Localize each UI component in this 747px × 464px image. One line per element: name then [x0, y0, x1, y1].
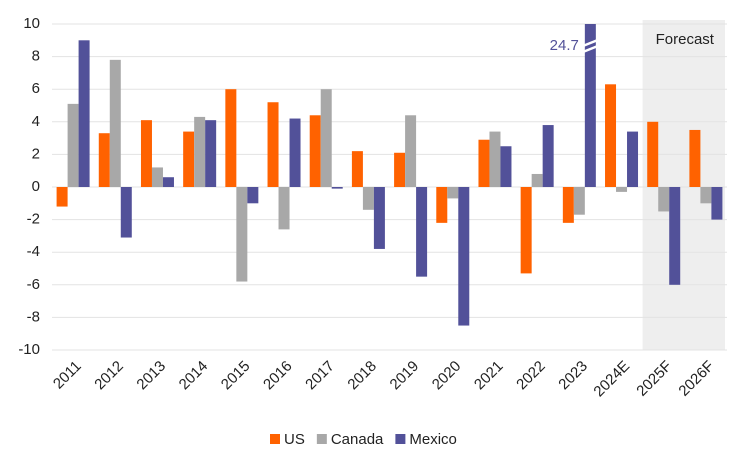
x-tick-label: 2022: [513, 358, 549, 394]
bar: [658, 187, 670, 212]
bar: [151, 167, 163, 187]
bar: [98, 133, 110, 187]
x-tick-label: 2024E: [590, 358, 633, 401]
bar: [56, 187, 68, 207]
x-tick-label: 2017: [302, 358, 338, 394]
value-label: 24.7: [550, 37, 579, 54]
bar: [109, 59, 121, 187]
x-tick-label: 2019: [387, 358, 423, 394]
y-tick-label: 0: [32, 178, 40, 195]
break-mark: [582, 38, 599, 54]
bar: [331, 187, 343, 189]
y-tick-label: 6: [32, 80, 40, 97]
bar: [78, 40, 90, 187]
bar: [362, 187, 374, 210]
bar: [394, 152, 406, 187]
y-tick-label: -2: [27, 211, 40, 228]
x-tick-label: 2020: [429, 358, 465, 394]
bar: [711, 187, 723, 220]
x-tick-label: 2011: [50, 358, 85, 393]
bar: [605, 84, 617, 187]
bar: [320, 89, 332, 187]
bar: [416, 187, 428, 277]
x-tick-label: 2023: [555, 358, 591, 394]
bar: [647, 121, 659, 187]
bar: [183, 131, 195, 187]
legend-swatch: [270, 434, 280, 444]
legend-label: Mexico: [409, 431, 457, 448]
bar: [194, 116, 206, 187]
bar: [140, 120, 152, 187]
y-tick-label: 8: [32, 48, 40, 65]
x-tick-label: 2015: [218, 358, 254, 394]
y-tick-label: 2: [32, 145, 40, 162]
y-tick-label: 4: [32, 113, 40, 130]
y-tick-label: -6: [27, 276, 40, 293]
x-tick-label: 2014: [176, 358, 212, 394]
bar: [616, 187, 628, 192]
bar: [162, 177, 174, 187]
bar: [405, 115, 417, 187]
legend-label: Canada: [331, 431, 384, 448]
legend-swatch: [395, 434, 406, 444]
bar: [542, 125, 554, 187]
bar: [573, 187, 585, 215]
bar: [500, 146, 512, 187]
bar: [689, 129, 701, 187]
legend-swatch: [316, 434, 327, 444]
bar: [225, 89, 237, 187]
x-tick-label: 2016: [260, 358, 296, 394]
bar: [627, 131, 639, 187]
x-tick-label: 2021: [471, 358, 507, 394]
bar: [236, 187, 248, 282]
bar: [247, 187, 259, 204]
y-tick-label: -8: [27, 308, 40, 325]
bar: [562, 187, 574, 223]
x-tick-label: 2018: [344, 358, 380, 394]
x-tick-label: 2025F: [633, 358, 675, 400]
bar: [309, 115, 321, 187]
bar: [489, 131, 501, 187]
y-tick-label: -10: [18, 341, 40, 358]
bar: [436, 187, 448, 223]
x-tick-label: 2026F: [675, 358, 717, 400]
bar: [458, 187, 470, 326]
x-tick-label: 2013: [133, 358, 169, 394]
bar: [531, 173, 543, 187]
bar: [373, 187, 385, 249]
bar: [278, 187, 290, 230]
bar: [447, 187, 459, 199]
bar: [289, 118, 301, 187]
bar: [700, 187, 712, 204]
bar: [205, 120, 217, 187]
y-tick-label: -4: [27, 243, 40, 260]
forecast-label: Forecast: [656, 31, 715, 48]
bar: [267, 102, 279, 187]
bar: [120, 187, 132, 238]
legend-label: US: [284, 431, 305, 448]
bar: [67, 103, 79, 187]
bar: [669, 187, 681, 285]
bar: [478, 139, 490, 187]
bar: [351, 151, 363, 187]
bar: [584, 24, 596, 187]
x-tick-label: 2012: [91, 358, 127, 394]
y-tick-label: 10: [23, 15, 40, 32]
bar: [520, 187, 532, 274]
